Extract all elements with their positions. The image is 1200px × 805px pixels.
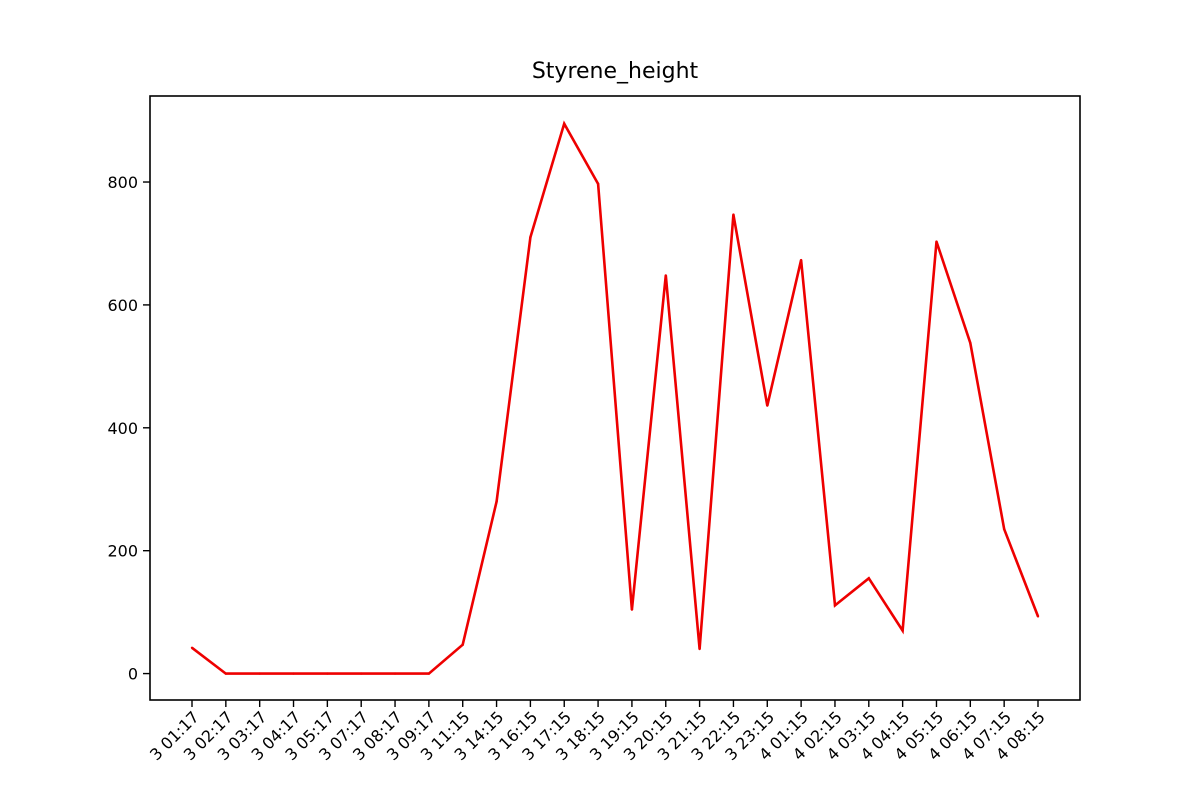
data-point <box>698 647 701 651</box>
data-point <box>529 236 532 239</box>
x-axis: 3 01:173 02:173 03:173 04:173 05:173 07:… <box>146 700 1049 764</box>
data-point <box>292 672 295 675</box>
data-point <box>630 608 634 611</box>
series-line <box>191 120 1040 675</box>
data-point <box>224 672 228 675</box>
y-tick-label: 200 <box>107 542 138 561</box>
data-point <box>1036 615 1040 618</box>
data-point <box>563 122 566 125</box>
data-point <box>258 672 261 675</box>
data-point <box>190 646 194 649</box>
data-point <box>935 240 938 243</box>
data-point <box>495 500 498 503</box>
data-point <box>867 577 870 580</box>
data-point <box>393 672 397 675</box>
data-point <box>799 258 803 262</box>
y-tick-label: 400 <box>107 419 138 438</box>
data-point <box>732 213 735 216</box>
data-point <box>901 629 904 632</box>
data-point <box>833 604 837 607</box>
data-point <box>969 341 972 345</box>
plot-area-frame <box>149 95 1081 701</box>
data-point <box>596 182 600 186</box>
y-tick-label: 600 <box>107 296 138 315</box>
series-styrene-height <box>190 120 1040 675</box>
data-point <box>461 643 464 646</box>
data-point <box>766 404 769 407</box>
data-point <box>427 672 431 675</box>
data-point <box>664 274 667 277</box>
chart-title: Styrene_height <box>532 59 699 84</box>
y-tick-label: 0 <box>128 665 138 684</box>
data-point <box>1002 527 1006 531</box>
y-axis: 0 200 400 600 800 <box>107 173 150 684</box>
data-point <box>326 672 329 675</box>
data-point <box>360 672 363 675</box>
y-tick-label: 800 <box>107 173 138 192</box>
